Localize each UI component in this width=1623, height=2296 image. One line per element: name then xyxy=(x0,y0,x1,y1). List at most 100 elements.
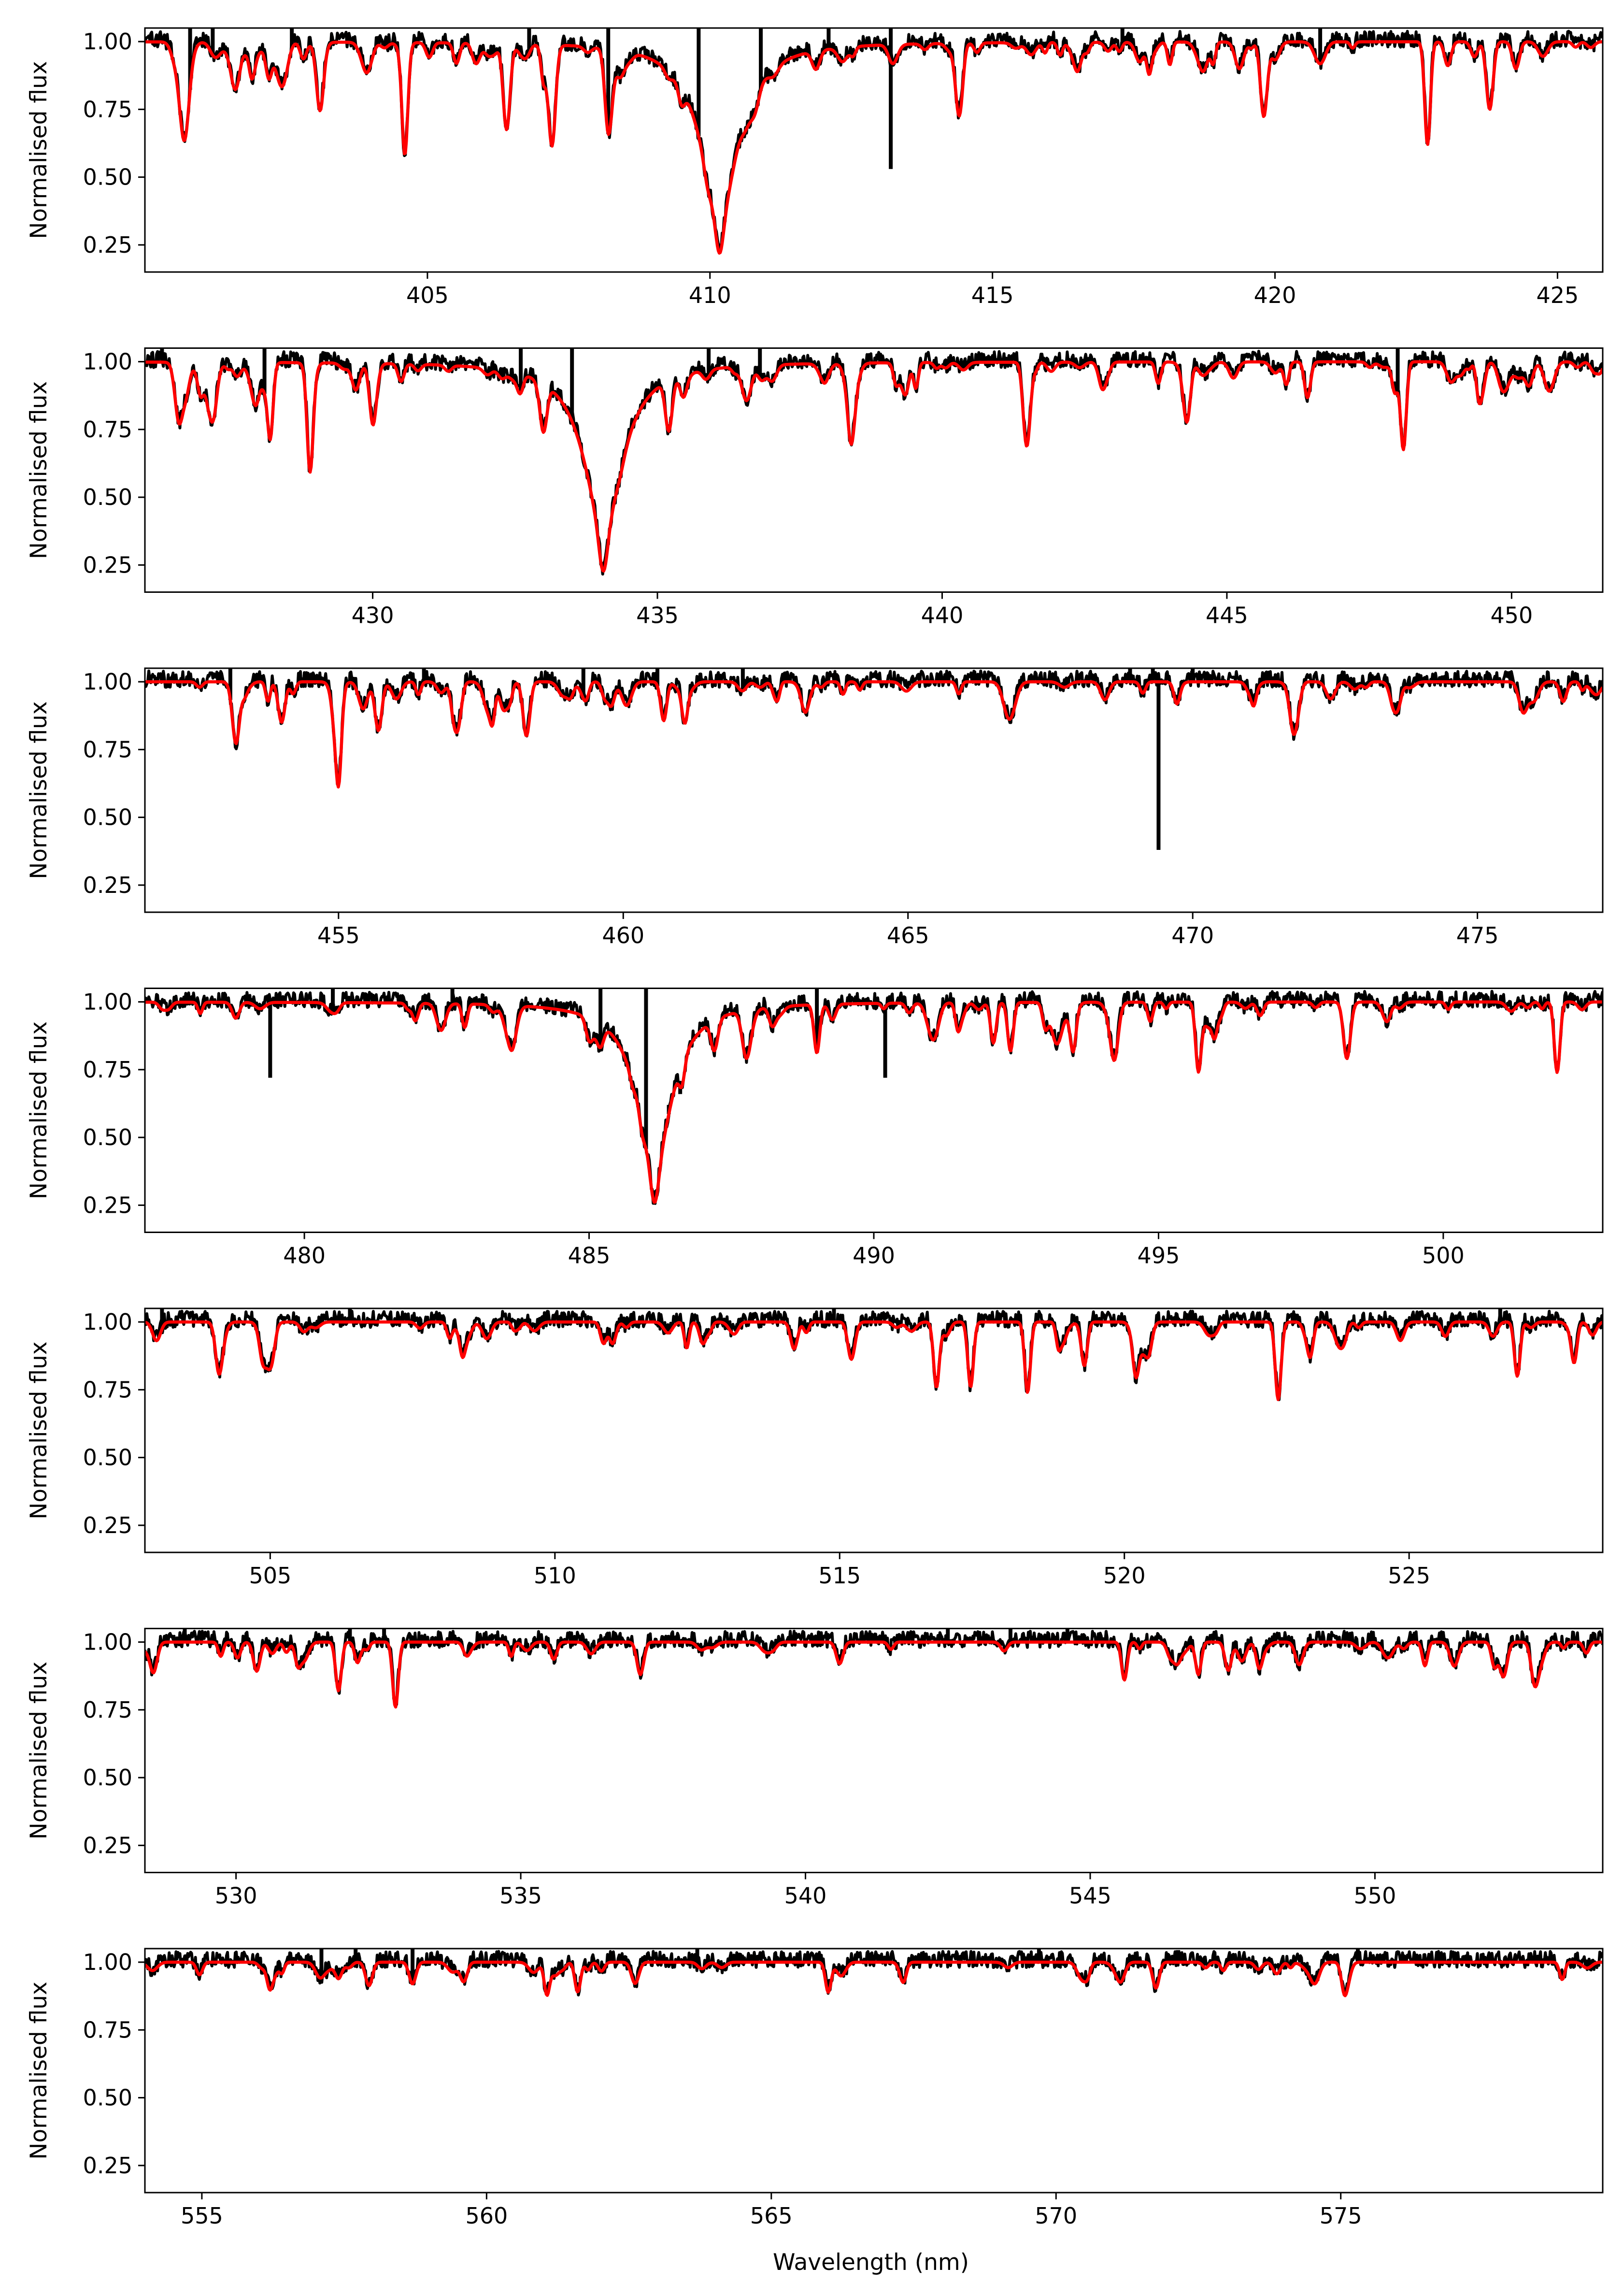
x-tick-label: 495 xyxy=(1138,1243,1180,1269)
x-tick-label: 435 xyxy=(636,603,679,629)
x-tick-label: 565 xyxy=(750,2203,793,2229)
observed-spectrum-line xyxy=(145,349,1603,576)
y-tick-label: 1.00 xyxy=(83,29,132,55)
spectrum-panel-3: 455 460 465 470 475 0.25 0.50 0.75 1.00 Normalise… xyxy=(26,667,1604,948)
axes-frame xyxy=(144,27,1604,273)
y-tick-label: 0.75 xyxy=(83,96,132,122)
x-tick-label: 540 xyxy=(784,1883,827,1909)
spectrum-panel-5: 505 510 515 520 525 0.25 0.50 0.75 1.00 Normalise… xyxy=(26,1307,1604,1589)
y-axis-label: Normalised flux xyxy=(26,1981,52,2160)
y-axis-label: Normalised flux xyxy=(26,381,52,560)
plot-area-3 xyxy=(145,668,1603,850)
y-tick-label: 0.25 xyxy=(83,872,132,898)
y-tick-label: 0.25 xyxy=(83,1192,132,1218)
y-tick-label: 1.00 xyxy=(83,1949,132,1975)
x-tick-label: 445 xyxy=(1206,603,1248,629)
model-spectrum-line xyxy=(145,1640,1603,1709)
y-axis-label: Normalised flux xyxy=(26,1021,52,1200)
spectrum-panel-4: 480 485 490 495 500 0.25 0.50 0.75 1.00 Normalise… xyxy=(26,988,1604,1269)
model-spectrum-line xyxy=(145,40,1603,255)
observed-spectrum-line xyxy=(145,669,1603,786)
x-tick-label: 510 xyxy=(534,1563,576,1589)
y-tick-label: 0.75 xyxy=(83,1377,132,1403)
model-spectrum-line xyxy=(145,360,1603,573)
y-tick-label: 1.00 xyxy=(83,1309,132,1335)
x-tick-label: 470 xyxy=(1171,922,1214,948)
model-spectrum-line xyxy=(145,1320,1603,1401)
x-tick-label: 520 xyxy=(1103,1563,1146,1589)
model-spectrum-line xyxy=(145,680,1603,789)
y-tick-label: 0.25 xyxy=(83,552,132,578)
x-tick-label: 570 xyxy=(1035,2203,1077,2229)
x-tick-label: 455 xyxy=(317,922,360,948)
axes-frame xyxy=(144,347,1604,593)
axes-frame xyxy=(144,1307,1604,1553)
axes-frame xyxy=(144,667,1604,913)
axes-frame xyxy=(144,1948,1604,2194)
x-tick-label: 475 xyxy=(1456,922,1499,948)
y-axis-label: Normalised flux xyxy=(26,1341,52,1520)
x-tick-label: 465 xyxy=(887,922,929,948)
x-tick-label: 440 xyxy=(921,603,964,629)
spectrum-panel-6: 530 535 540 545 550 0.25 0.50 0.75 1.00 Normalise… xyxy=(26,1628,1604,1909)
x-tick-label: 575 xyxy=(1320,2203,1362,2229)
x-tick-label: 430 xyxy=(352,603,394,629)
y-tick-label: 0.75 xyxy=(83,416,132,443)
y-axis-label: Normalised flux xyxy=(26,701,52,879)
x-tick-label: 425 xyxy=(1537,282,1579,308)
spectrum-panel-7: 555 560 565 570 575 0.25 0.50 0.75 1.00 Normalise… xyxy=(26,1948,1604,2229)
x-tick-label: 420 xyxy=(1254,282,1296,308)
plot-area-2 xyxy=(145,348,1603,576)
y-tick-label: 0.75 xyxy=(83,736,132,762)
y-tick-label: 0.50 xyxy=(83,2085,132,2111)
x-tick-label: 535 xyxy=(499,1883,542,1909)
x-axis-label: Wavelength (nm) xyxy=(773,2249,969,2276)
x-tick-label: 545 xyxy=(1069,1883,1111,1909)
y-tick-label: 0.25 xyxy=(83,1512,132,1538)
y-tick-label: 0.50 xyxy=(83,804,132,831)
y-tick-label: 1.00 xyxy=(83,669,132,695)
y-tick-label: 1.00 xyxy=(83,989,132,1015)
model-spectrum-line xyxy=(145,1000,1603,1204)
y-tick-label: 0.75 xyxy=(83,2017,132,2043)
y-tick-label: 0.75 xyxy=(83,1057,132,1083)
x-tick-label: 525 xyxy=(1388,1563,1430,1589)
x-tick-label: 450 xyxy=(1490,603,1533,629)
y-tick-label: 0.25 xyxy=(83,232,132,258)
y-tick-label: 0.50 xyxy=(83,1765,132,1791)
x-tick-label: 460 xyxy=(602,922,644,948)
y-axis-label: Normalised flux xyxy=(26,61,52,239)
x-tick-label: 405 xyxy=(406,282,449,308)
plot-area-4 xyxy=(145,988,1603,1205)
spectrum-panel-2: 430 435 440 445 450 0.25 0.50 0.75 1.00 Normalise… xyxy=(26,347,1604,629)
plot-area-6 xyxy=(145,1628,1603,1709)
model-spectrum-line xyxy=(145,1960,1603,1997)
x-tick-label: 505 xyxy=(249,1563,291,1589)
x-tick-label: 490 xyxy=(853,1243,895,1269)
x-tick-label: 480 xyxy=(283,1243,326,1269)
x-tick-label: 515 xyxy=(818,1563,861,1589)
x-tick-label: 555 xyxy=(181,2203,223,2229)
y-tick-label: 0.75 xyxy=(83,1697,132,1723)
x-tick-label: 500 xyxy=(1422,1243,1465,1269)
x-tick-label: 410 xyxy=(689,282,731,308)
y-axis-label: Normalised flux xyxy=(26,1662,52,1840)
x-tick-label: 560 xyxy=(465,2203,508,2229)
panels-group: 405 410 415 420 425 0.25 0.50 0.75 1.00 Normalise… xyxy=(26,27,1604,2229)
x-tick-label: 415 xyxy=(971,282,1014,308)
observed-spectrum-line xyxy=(145,990,1603,1205)
x-tick-label: 485 xyxy=(568,1243,611,1269)
plot-area-7 xyxy=(145,1949,1603,1997)
y-tick-label: 0.50 xyxy=(83,484,132,510)
x-tick-label: 550 xyxy=(1354,1883,1396,1909)
plot-area-5 xyxy=(145,1308,1603,1401)
y-tick-label: 0.25 xyxy=(83,1832,132,1858)
y-tick-label: 0.50 xyxy=(83,1445,132,1471)
axes-frame xyxy=(144,1628,1604,1873)
plot-area-1 xyxy=(145,28,1603,255)
spectrum-panel-1: 405 410 415 420 425 0.25 0.50 0.75 1.00 Normalise… xyxy=(26,27,1604,308)
x-tick-label: 530 xyxy=(215,1883,257,1909)
y-tick-label: 0.50 xyxy=(83,1124,132,1150)
y-tick-label: 1.00 xyxy=(83,349,132,375)
